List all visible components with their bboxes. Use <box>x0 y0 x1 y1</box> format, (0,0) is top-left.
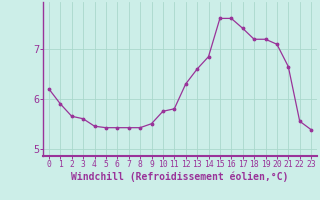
X-axis label: Windchill (Refroidissement éolien,°C): Windchill (Refroidissement éolien,°C) <box>71 172 289 182</box>
